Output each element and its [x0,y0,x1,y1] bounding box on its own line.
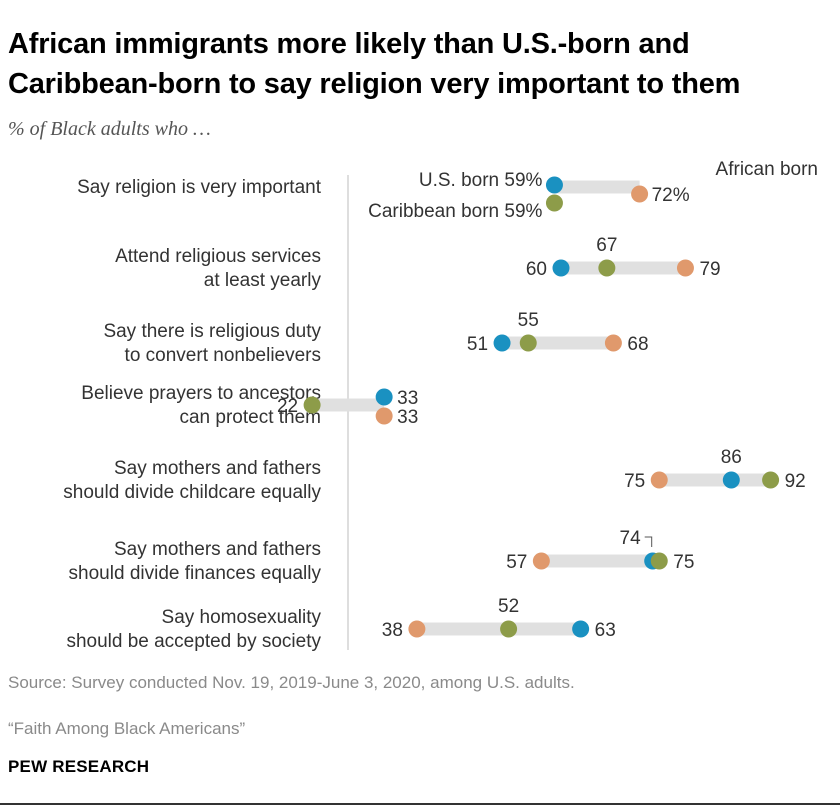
african-born-dot [650,471,668,489]
dot-plot: Say religion is very important Attend rel… [63,159,818,652]
us-born-dot [545,176,563,194]
category-label: should divide finances equally [69,563,322,584]
bottom-divider [0,803,840,805]
category-label: Believe prayers to ancestors [81,383,321,404]
us-born-dot [722,471,740,489]
brand-logo-text: PEW RESEARCH [8,757,150,776]
caribbean-born-label: 22 [277,396,298,417]
us-born-dot [493,334,511,352]
african-born-label: 57 [506,552,527,573]
category-label: Say religion is very important [77,177,322,198]
us-born-label: 74 [620,528,642,549]
caribbean-born-label: Caribbean born 59% [368,201,542,222]
african-born-label: 75 [624,471,645,492]
african-born-dot [375,407,393,425]
category-label: at least yearly [204,270,322,291]
caribbean-born-dot [519,334,537,352]
us-born-dot [572,620,590,638]
us-born-dot [375,388,393,406]
chart-subtitle: % of Black adults who … [8,118,211,140]
category-label: Attend religious services [115,246,321,267]
category-label: to convert nonbelievers [125,345,321,366]
us-born-label: 60 [526,259,547,280]
african-born-label: 33 [397,407,418,428]
us-born-label: 51 [467,334,488,355]
caribbean-born-dot [303,396,321,414]
african-born-dot [631,185,649,203]
us-born-dot [552,259,570,277]
caribbean-born-label: 92 [785,471,806,492]
caribbean-born-dot [650,552,668,570]
african-born-label: 72% [652,185,690,206]
category-label: can protect them [179,407,321,428]
caribbean-born-dot [598,259,616,277]
category-label: Say there is religious duty [103,321,321,342]
caribbean-born-dot [500,620,518,638]
african-born-dot [532,552,550,570]
us-born-label: 33 [397,388,418,409]
african-born-label: 68 [627,334,648,355]
caribbean-born-label: 55 [518,310,539,331]
category-label: Say mothers and fathers [114,458,321,479]
category-label: Say homosexuality [162,607,322,628]
us-born-label: 63 [595,620,616,641]
report-title: “Faith Among Black Americans” [8,719,246,738]
caribbean-born-label: 75 [673,552,694,573]
caribbean-born-label: 52 [498,596,519,617]
us-born-leader-line [644,536,653,547]
african-born-dot [408,620,426,638]
caribbean-born-dot [762,471,780,489]
category-label: should be accepted by society [66,631,321,652]
category-label: Say mothers and fathers [114,539,321,560]
caribbean-born-dot [545,194,563,212]
category-label: should divide childcare equally [63,482,321,503]
us-born-label: U.S. born 59% [419,170,543,191]
african-born-label: 38 [382,620,403,641]
source-note: Source: Survey conducted Nov. 19, 2019-J… [8,673,575,692]
us-born-label: 86 [721,447,742,468]
chart-title: African immigrants more likely than U.S.… [8,28,741,100]
african-born-legend: African born [716,159,818,180]
caribbean-born-label: 67 [596,235,617,256]
african-born-dot [676,259,694,277]
african-born-label: 79 [699,259,720,280]
african-born-dot [604,334,622,352]
